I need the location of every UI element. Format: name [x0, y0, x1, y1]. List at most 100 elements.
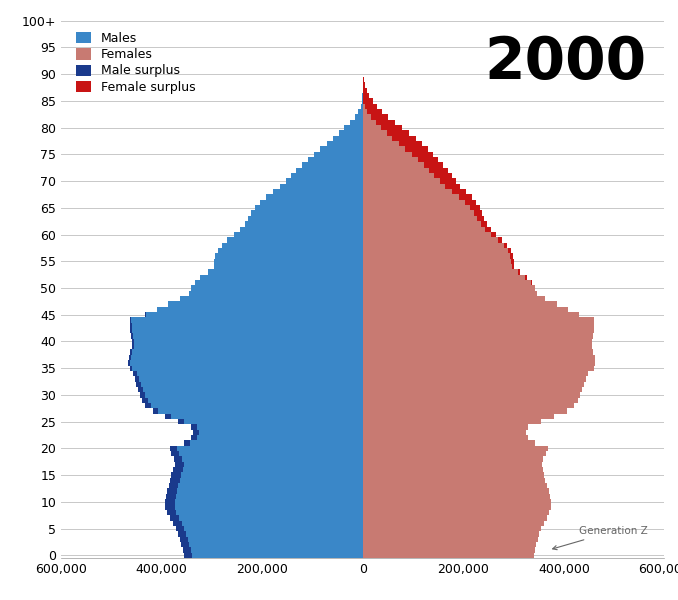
Bar [132, 328, 363, 334]
Bar [363, 536, 538, 542]
Bar [153, 408, 158, 413]
Bar [365, 104, 378, 109]
Bar [180, 478, 363, 483]
Bar [134, 339, 363, 344]
Bar [481, 221, 487, 227]
Bar [182, 467, 363, 472]
Bar [525, 275, 527, 280]
Bar [338, 130, 363, 136]
Bar [363, 296, 545, 301]
Bar [151, 403, 363, 408]
Bar [130, 323, 132, 328]
Bar [165, 413, 171, 419]
Bar [260, 200, 363, 205]
Bar [363, 382, 584, 387]
Bar [200, 275, 363, 280]
Bar [355, 114, 363, 119]
Bar [140, 376, 363, 382]
Bar [188, 536, 363, 542]
Bar [363, 189, 452, 194]
Bar [214, 264, 363, 269]
Bar [363, 483, 547, 488]
Bar [363, 232, 492, 237]
Bar [174, 457, 182, 462]
Bar [216, 253, 363, 259]
Bar [418, 157, 438, 163]
Bar [171, 413, 363, 419]
Bar [363, 237, 498, 242]
Bar [214, 259, 363, 264]
Bar [176, 526, 184, 531]
Bar [367, 109, 382, 114]
Bar [130, 360, 363, 365]
Bar [363, 98, 373, 104]
Bar [189, 542, 363, 547]
Bar [508, 248, 511, 253]
Bar [165, 494, 176, 499]
Bar [363, 205, 471, 211]
Bar [130, 328, 132, 334]
Bar [266, 194, 363, 200]
Bar [363, 141, 399, 146]
Bar [511, 259, 514, 264]
Bar [363, 264, 512, 269]
Bar [132, 349, 363, 355]
Bar [286, 178, 363, 184]
Bar [363, 168, 429, 173]
Bar [175, 462, 184, 467]
Bar [178, 483, 363, 488]
Bar [498, 237, 502, 242]
Bar [363, 290, 537, 296]
Bar [292, 173, 363, 178]
Bar [376, 119, 395, 125]
Bar [492, 232, 496, 237]
Bar [363, 259, 511, 264]
Bar [363, 451, 546, 457]
Bar [363, 462, 542, 467]
Bar [475, 211, 482, 216]
Bar [363, 125, 381, 130]
Bar [363, 488, 549, 494]
Bar [184, 526, 363, 531]
Bar [363, 419, 541, 424]
Bar [363, 440, 535, 446]
Bar [363, 446, 549, 451]
Bar [363, 478, 545, 483]
Bar [363, 286, 535, 290]
Bar [132, 334, 133, 339]
Bar [165, 505, 175, 510]
Bar [132, 365, 363, 371]
Bar [182, 547, 191, 553]
Bar [184, 419, 363, 424]
Bar [363, 371, 588, 376]
Bar [208, 269, 363, 275]
Bar [363, 88, 367, 93]
Bar [192, 553, 363, 558]
Bar [363, 77, 364, 82]
Bar [358, 109, 363, 114]
Bar [363, 408, 567, 413]
Bar [227, 237, 363, 242]
Bar [130, 349, 132, 355]
Bar [363, 173, 434, 178]
Bar [129, 355, 131, 360]
Bar [245, 221, 363, 227]
Bar [393, 136, 416, 141]
Bar [191, 424, 197, 430]
Bar [181, 472, 363, 478]
Bar [132, 339, 134, 344]
Bar [363, 242, 504, 248]
Bar [363, 376, 586, 382]
Bar [327, 141, 363, 146]
Bar [133, 334, 363, 339]
Bar [195, 280, 363, 286]
Bar [134, 371, 138, 376]
Bar [363, 323, 593, 328]
Bar [363, 275, 525, 280]
Bar [363, 146, 405, 152]
Bar [363, 472, 544, 478]
Bar [179, 451, 363, 457]
Bar [363, 494, 550, 499]
Bar [218, 248, 363, 253]
Bar [132, 317, 363, 323]
